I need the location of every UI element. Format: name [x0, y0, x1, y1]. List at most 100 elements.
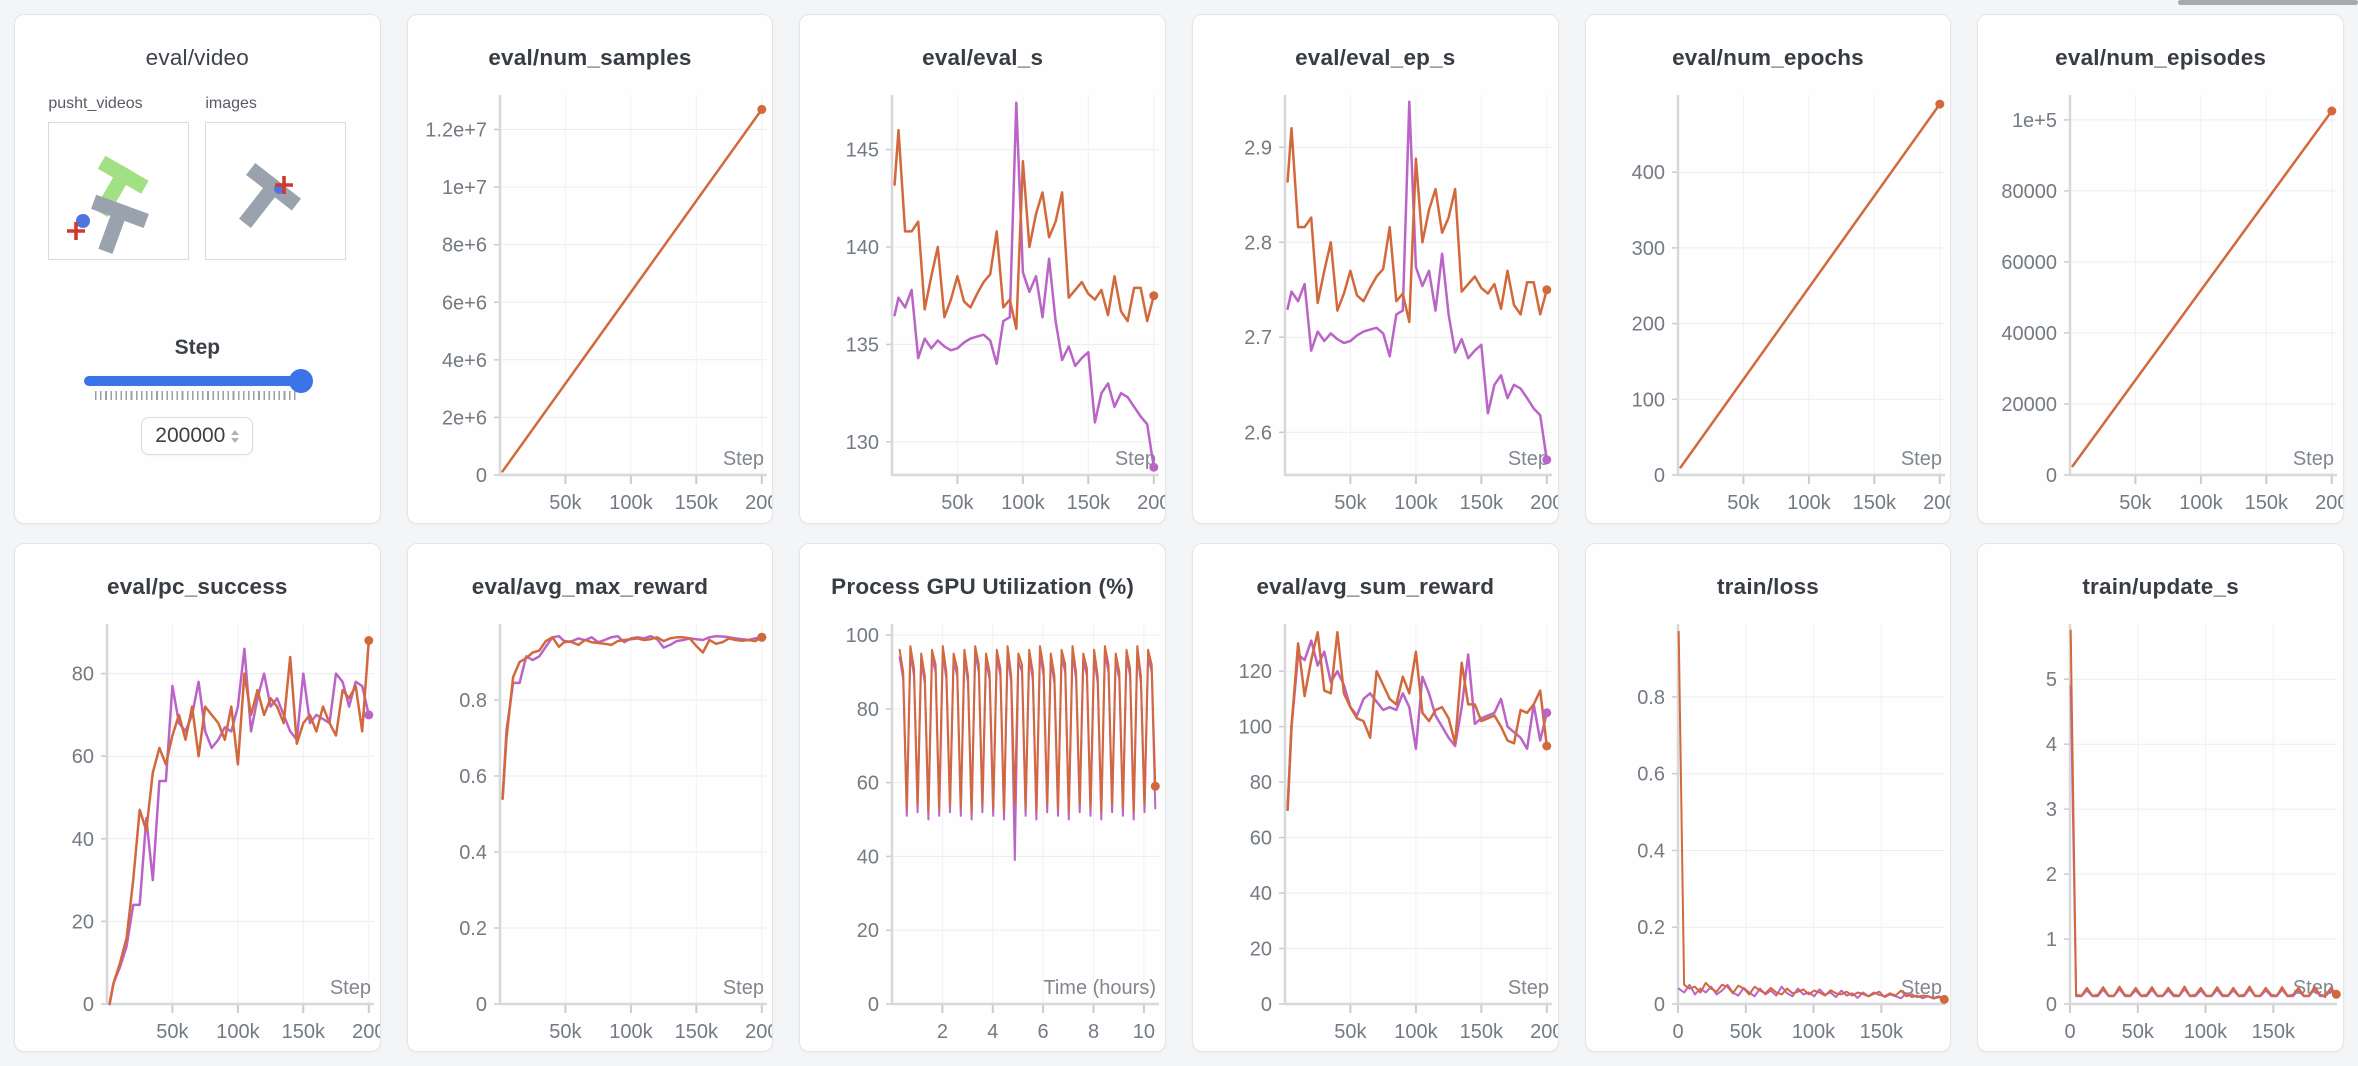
- x-axis-label: Time (hours): [1044, 977, 1157, 999]
- y-tick-label: 2: [2046, 864, 2057, 886]
- y-tick-label: 60: [857, 772, 879, 794]
- pusht-video-thumbnail[interactable]: [48, 122, 190, 260]
- end-dot-orange: [756, 104, 766, 114]
- chart-panel-eval-pc-success: eval/pc_success 0 20 40 60 80 50k 100k 150k 200 S…: [14, 542, 381, 1052]
- chart-title: eval/avg_max_reward: [471, 573, 709, 599]
- y-tick-label: 40: [1250, 883, 1272, 905]
- x-axis-label: Step: [723, 448, 764, 470]
- block-t-shape: [91, 194, 150, 254]
- x-tick-label: 150k: [1067, 492, 1111, 514]
- series-line-orange: [1286, 630, 1549, 811]
- chart-canvas: 2.6 2.7 2.8 2.9 50k 100k 150k 200 Step: [1244, 95, 1558, 514]
- y-tick-label: 0.6: [459, 766, 487, 788]
- end-dot-purple: [1149, 462, 1159, 472]
- target-cross: [67, 222, 86, 240]
- pusht-scene-image: [239, 163, 302, 229]
- y-tick-label: 130: [846, 432, 879, 454]
- x-axis-label: Step: [1508, 977, 1549, 999]
- chart-eval-eval-s: 130 135 140 145 50k 100k 150k 200 Step: [800, 87, 1165, 523]
- x-tick-label: 100k: [1002, 492, 1046, 514]
- x-tick-label: 4: [988, 1021, 999, 1043]
- x-tick-label: 0: [1672, 1021, 1683, 1043]
- step-slider-handle[interactable]: [289, 369, 314, 393]
- x-tick-label: 100k: [1787, 492, 1831, 514]
- x-tick-label: 50k: [549, 492, 582, 514]
- chart-canvas: 0 20 40 60 80 50k 100k 150k 200 Step: [72, 623, 380, 1043]
- chart-eval-num-epochs: 0 100 200 300 400 50k 100k 150k 200 Step: [1586, 87, 1952, 523]
- y-tick-label: 100: [1631, 389, 1664, 411]
- y-tick-label: 40: [72, 828, 94, 850]
- chart-title: eval/num_episodes: [2055, 45, 2267, 70]
- chart-title: Process GPU Utilization (%): [831, 573, 1135, 599]
- y-tick-label: 1: [2046, 929, 2057, 951]
- block-t-shape: [239, 163, 302, 229]
- end-dot-orange: [756, 632, 766, 642]
- x-tick-label: 10: [1133, 1021, 1155, 1043]
- y-tick-label: 40: [857, 846, 879, 868]
- y-tick-label: 60000: [2002, 252, 2058, 274]
- step-input[interactable]: 200000: [141, 417, 254, 455]
- y-tick-label: 1.2e+7: [425, 120, 487, 142]
- step-slider-track[interactable]: [84, 369, 314, 393]
- x-tick-label: 100k: [2180, 492, 2224, 514]
- y-tick-label: 20: [857, 920, 879, 942]
- y-tick-label: 0: [2046, 994, 2057, 1016]
- y-tick-label: 6e+6: [442, 292, 487, 314]
- y-tick-label: 0.8: [1637, 686, 1665, 708]
- series-line-orange: [2071, 109, 2334, 468]
- series-line-orange: [501, 635, 763, 800]
- step-input-spinner[interactable]: [231, 429, 240, 443]
- x-tick-label: 200: [1923, 492, 1952, 514]
- spinner-down-icon[interactable]: [231, 437, 240, 443]
- series-line-purple: [1286, 638, 1549, 811]
- chart-eval-avg-sum-reward: 0 20 40 60 80 100 120 50k 100k 150k 200 Step: [1193, 616, 1558, 1052]
- chart-gpu-utilization: 0 20 40 60 80 100 2 4 6 8 10 Time (hours): [800, 616, 1165, 1052]
- x-tick-label: 50k: [1729, 1021, 1762, 1043]
- step-slider[interactable]: [84, 369, 314, 400]
- y-tick-label: 20000: [2002, 394, 2058, 416]
- media-panel-title: eval/video: [145, 45, 249, 70]
- y-tick-label: 4: [2046, 734, 2057, 756]
- top-scrollbar-fragment[interactable]: [2178, 0, 2358, 5]
- chart-canvas: 0 20 40 60 80 100 120 50k 100k 150k 200 Step: [1239, 623, 1558, 1043]
- y-tick-label: 0: [2046, 465, 2057, 487]
- x-tick-label: 150k: [674, 1021, 718, 1043]
- y-tick-label: 2.9: [1244, 137, 1272, 159]
- x-tick-label: 50k: [2120, 492, 2153, 514]
- series-line-purple: [501, 634, 763, 800]
- chart-title: eval/num_epochs: [1672, 45, 1864, 70]
- x-tick-label: 50k: [1727, 492, 1760, 514]
- images-thumbnail[interactable]: [205, 122, 347, 260]
- x-tick-label: 6: [1038, 1021, 1049, 1043]
- series-line-purple: [893, 101, 1156, 469]
- end-dot-purple: [364, 709, 374, 719]
- series-line-purple: [108, 647, 371, 1005]
- spinner-up-icon[interactable]: [231, 429, 240, 435]
- series-line-orange: [501, 108, 763, 473]
- x-axis-label: Step: [2293, 448, 2334, 470]
- x-tick-label: 150k: [674, 492, 718, 514]
- y-tick-label: 0: [1654, 994, 1665, 1016]
- end-dot-orange: [1934, 99, 1944, 109]
- series-line-orange: [108, 638, 371, 1005]
- chart-train-loss: 0 0.2 0.4 0.6 0.8 0 50k 100k 150k Step: [1586, 616, 1951, 1052]
- agent-dot: [76, 214, 91, 228]
- end-dot-purple: [1542, 455, 1552, 465]
- media-panel-eval-video: eval/video pusht_videos: [14, 14, 381, 524]
- chart-canvas: 0 0.2 0.4 0.6 0.8 50k 100k 150k 200 Step: [459, 623, 772, 1043]
- y-tick-label: 0: [1654, 465, 1665, 487]
- chart-eval-num-episodes: 0 20000 40000 60000 80000 1e+5 50k 100k 150k 200 S…: [1978, 87, 2343, 523]
- x-tick-label: 50k: [1334, 492, 1367, 514]
- chart-canvas: 0 100 200 300 400 50k 100k 150k 200 Step: [1631, 95, 1952, 514]
- end-dot-orange: [1542, 285, 1552, 295]
- x-tick-label: 100k: [609, 492, 653, 514]
- series-line-orange: [1679, 102, 1941, 469]
- y-tick-label: 0.2: [459, 918, 487, 940]
- x-tick-label: 150k: [282, 1021, 326, 1043]
- chart-panel-eval-eval-s: eval/eval_s 130 135 140 145 50k 100k 150k 200 St…: [799, 14, 1166, 524]
- x-tick-label: 200: [2315, 492, 2344, 514]
- series-line-orange: [2070, 629, 2338, 997]
- x-tick-label: 100k: [216, 1021, 260, 1043]
